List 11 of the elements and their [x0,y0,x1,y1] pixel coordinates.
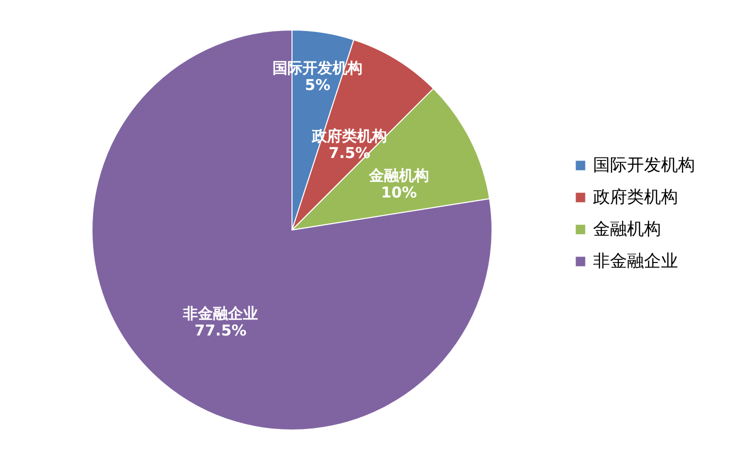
legend-label: 非金融企业 [593,252,678,272]
legend-label: 政府类机构 [593,188,678,208]
slice-label: 金融机构 [368,166,429,185]
data-label: 77.5% [194,322,247,340]
data-label: 7.5% [328,144,370,162]
legend-label: 国际开发机构 [593,156,695,176]
slice-label: 非金融企业 [182,304,258,323]
pie-slice [92,30,492,430]
data-label: 10% [380,184,417,202]
legend-label: 金融机构 [593,220,661,240]
data-label: 5% [304,76,330,94]
